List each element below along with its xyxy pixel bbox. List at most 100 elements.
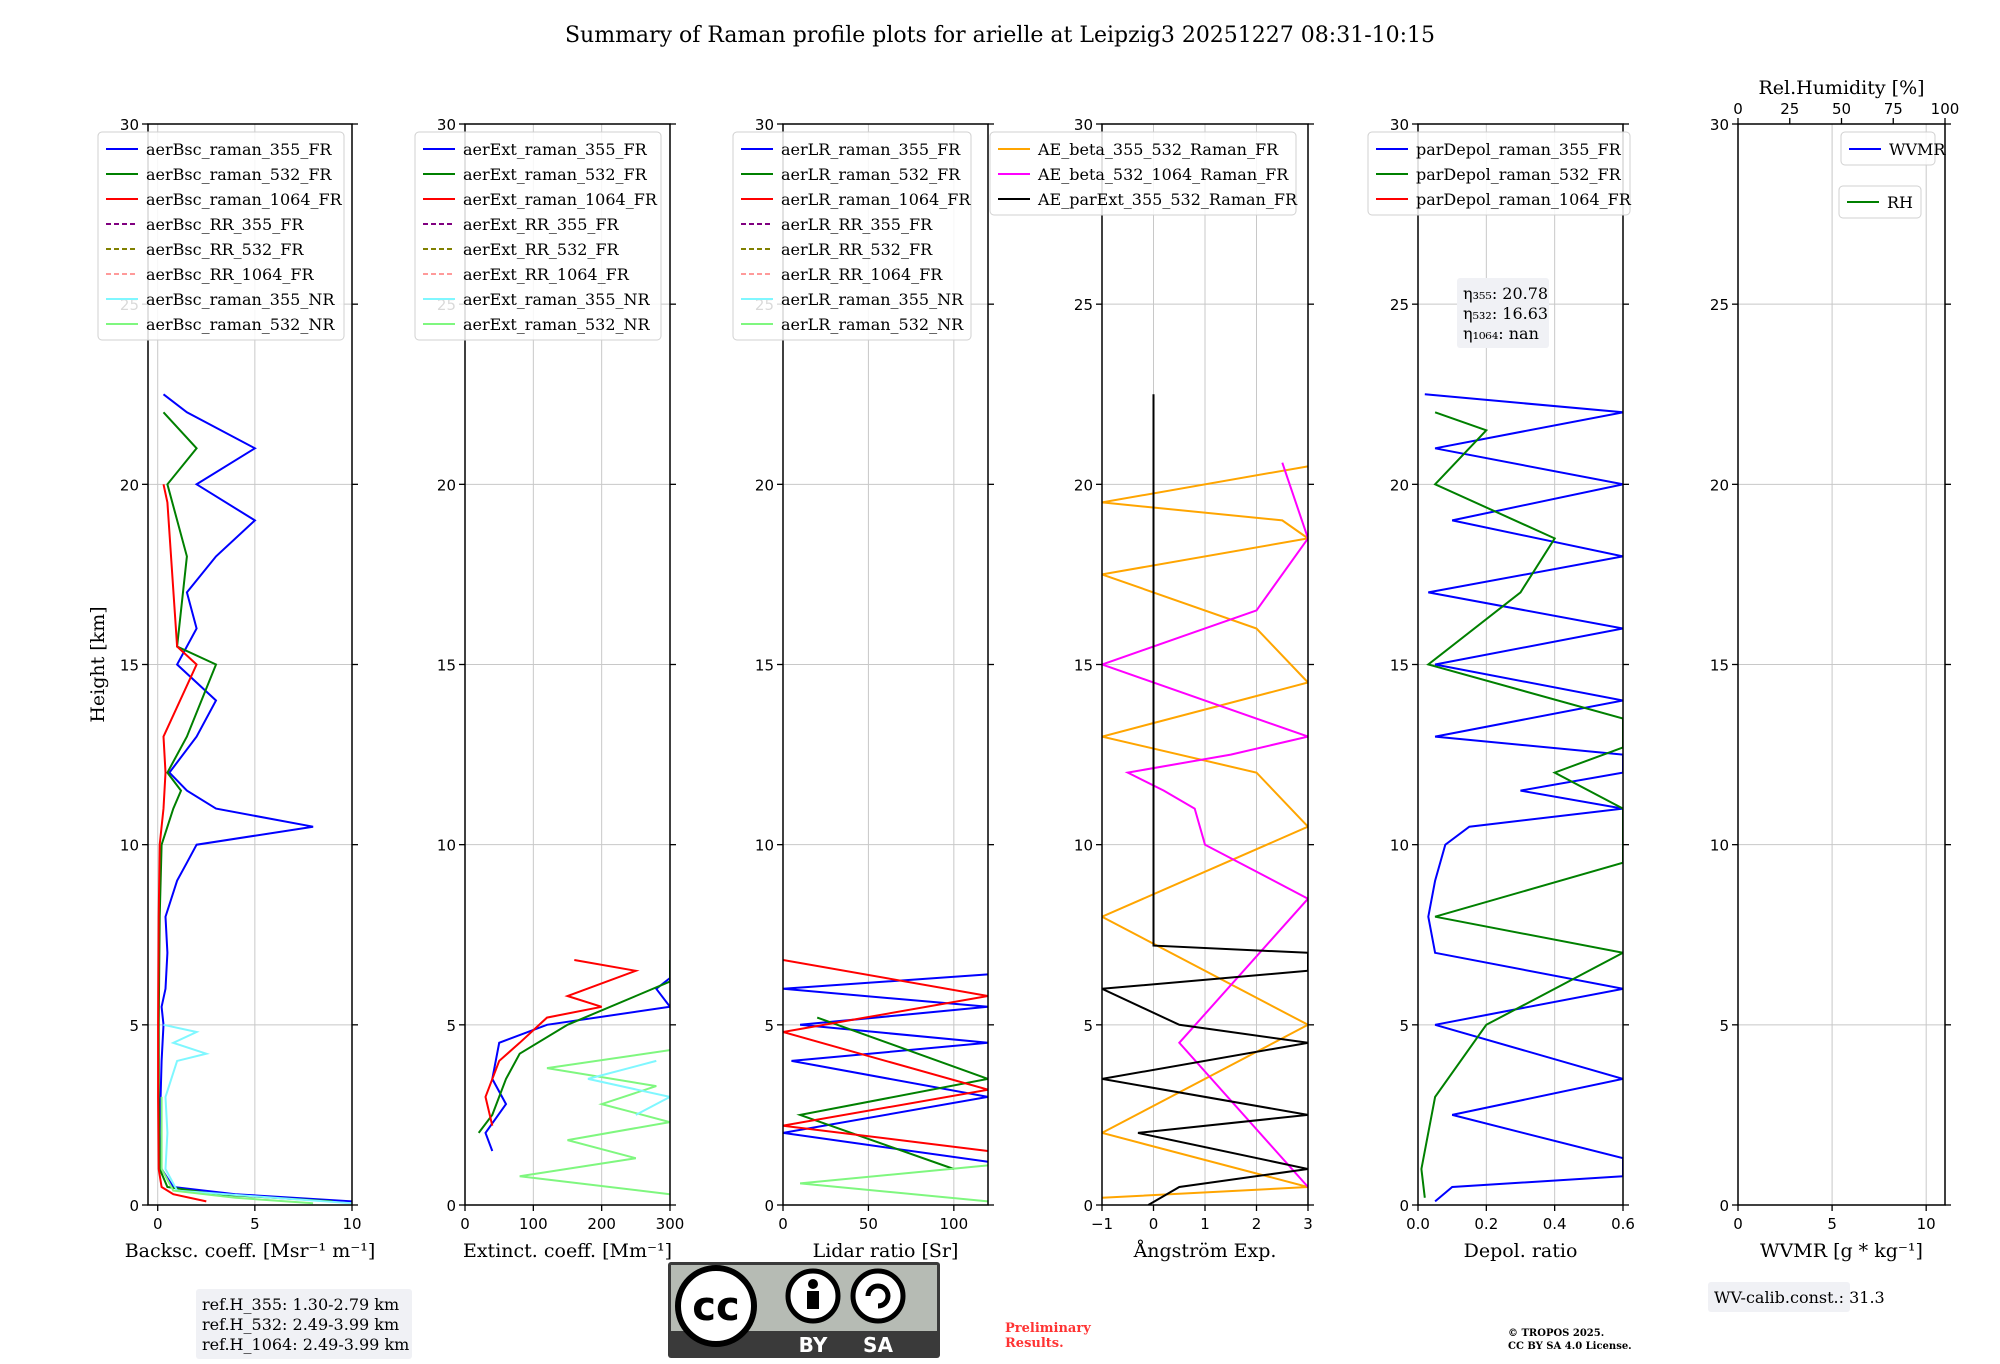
legend-label: aerExt_raman_1064_FR	[463, 190, 658, 209]
series-line-aerBsc_raman_355_FR	[158, 393, 352, 1203]
y-tick-label: 25	[1390, 296, 1409, 314]
legend-label: AE_beta_532_1064_Raman_FR	[1037, 165, 1289, 184]
by-head-icon	[808, 1279, 818, 1289]
y-tick-label: 30	[1390, 116, 1409, 134]
y-tick-label: 5	[129, 1017, 139, 1035]
series-group	[477, 959, 670, 1196]
legend-label: aerLR_raman_532_NR	[781, 315, 964, 334]
annotation-bg	[1457, 278, 1549, 348]
legend-label: aerExt_raman_532_NR	[463, 315, 651, 334]
series-line-aerLR_raman_532_FR	[796, 1016, 988, 1170]
top-x-tick-label: 75	[1884, 100, 1903, 118]
y-tick-label: 0	[129, 1197, 139, 1215]
x-axis-label: Ångström Exp.	[1133, 1240, 1277, 1262]
x-tick-label: 50	[859, 1215, 878, 1233]
x-axis-label: WVMR [g * kg⁻¹]	[1760, 1240, 1923, 1262]
y-tick-label: 0	[1083, 1197, 1093, 1215]
x-tick-label: 1	[1200, 1215, 1210, 1233]
y-tick-label: 20	[755, 476, 774, 494]
x-tick-label: 0	[778, 1215, 788, 1233]
series-line-aerExt_raman_532_NR	[519, 1049, 670, 1196]
x-tick-label: 0	[460, 1215, 470, 1233]
legend-label: aerBsc_raman_532_NR	[146, 315, 335, 334]
series-line-aerLR_raman_532_NR	[800, 1164, 988, 1203]
legend: WVMR RH	[1838, 131, 1946, 219]
y-tick-label: 10	[437, 837, 456, 855]
x-tick-label: 10	[1917, 1215, 1936, 1233]
cc-logo-text: cc	[692, 1284, 739, 1330]
series-line-parDepol_raman_355_FR	[1424, 393, 1623, 1203]
legend-label: aerBsc_RR_1064_FR	[146, 265, 315, 284]
y-tick-label: 30	[755, 116, 774, 134]
series-group	[1420, 393, 1623, 1203]
annotation-line: ref.H_1064: 2.49-3.99 km	[202, 1335, 409, 1354]
series-line-aerLR_raman_1064_FR	[783, 959, 988, 1152]
x-tick-label: 100	[519, 1215, 548, 1233]
legend-box	[1840, 131, 1936, 166]
y-tick-label: 30	[120, 116, 139, 134]
x-tick-label: 3	[1303, 1215, 1313, 1233]
legend-label: aerExt_raman_355_FR	[463, 140, 648, 159]
top-x-tick-label: 50	[1832, 100, 1851, 118]
legend: aerBsc_raman_355_FR aerBsc_raman_532_FRae…	[97, 131, 345, 341]
legend-label: aerBsc_raman_1064_FR	[146, 190, 343, 209]
annotation-box: WV-calib.const.: 31.3	[1708, 1282, 1885, 1312]
y-tick-label: 0	[1399, 1197, 1409, 1215]
annotation-line: ref.H_355: 1.30-2.79 km	[202, 1295, 399, 1314]
panels: 0510152025300510Backsc. coeff. [Msr⁻¹ m⁻…	[87, 77, 1959, 1359]
y-tick-label: 25	[1710, 296, 1729, 314]
y-tick-label: 5	[764, 1017, 774, 1035]
y-tick-label: 10	[1390, 837, 1409, 855]
panel-ext: 0510152025300100200300Extinct. coeff. [M…	[414, 116, 684, 1262]
legend-label: aerLR_raman_355_NR	[781, 290, 964, 309]
x-tick-label: 0	[153, 1215, 163, 1233]
annotation-line: η₁₀₆₄: nan	[1463, 324, 1539, 343]
legend-label: aerLR_raman_355_FR	[781, 140, 961, 159]
y-tick-label: 25	[1074, 296, 1093, 314]
x-tick-label: 10	[342, 1215, 361, 1233]
series-line-aerExt_raman_1064_FR	[484, 959, 640, 1126]
preliminary-line-2: Results.	[1005, 1336, 1064, 1351]
annotation-bg	[1708, 1282, 1850, 1312]
y-tick-label: 30	[437, 116, 456, 134]
series-line-AE_beta_355_532_Raman_FR	[1102, 465, 1308, 1199]
top-x-tick-label: 25	[1780, 100, 1799, 118]
legend: AE_beta_355_532_Raman_FR AE_beta_532_1064…	[989, 131, 1298, 216]
y-tick-label: 10	[1710, 837, 1729, 855]
series-group	[157, 393, 352, 1205]
series-line-aerBsc_raman_1064_FR	[157, 484, 207, 1203]
by-body-icon	[807, 1291, 819, 1309]
annotation-line: η₃₅₅: 20.78	[1463, 284, 1548, 303]
legend-label: AE_beta_355_532_Raman_FR	[1037, 140, 1279, 159]
series-line-aerExt_raman_355_NR	[587, 1059, 670, 1116]
series-line-aerBsc_raman_355_NR	[163, 1023, 352, 1205]
y-tick-label: 10	[120, 837, 139, 855]
legend-box	[414, 131, 662, 341]
y-tick-label: 10	[1074, 837, 1093, 855]
y-tick-label: 20	[120, 476, 139, 494]
legend-label: aerExt_RR_1064_FR	[463, 265, 630, 284]
annotation-bg	[196, 1289, 412, 1359]
legend-label: parDepol_raman_1064_FR	[1416, 190, 1632, 209]
legend-label: WVMR	[1889, 140, 1946, 159]
y-tick-label: 0	[446, 1197, 456, 1215]
y-tick-label: 15	[1390, 657, 1409, 675]
figure-title: Summary of Raman profile plots for ariel…	[565, 23, 1435, 48]
legend-label: aerExt_raman_532_FR	[463, 165, 648, 184]
panel-bsc: 0510152025300510Backsc. coeff. [Msr⁻¹ m⁻…	[87, 116, 412, 1359]
y-tick-label: 20	[1390, 476, 1409, 494]
x-tick-label: 5	[1827, 1215, 1837, 1233]
legend-label: aerLR_raman_1064_FR	[781, 190, 971, 209]
top-x-tick-label: 0	[1733, 100, 1743, 118]
legend-label: aerBsc_RR_532_FR	[146, 240, 304, 259]
x-tick-label: 5	[250, 1215, 260, 1233]
x-tick-label: 0.2	[1474, 1215, 1498, 1233]
preliminary-line-1: Preliminary	[1005, 1321, 1091, 1336]
sa-sharealike-icon	[850, 1268, 906, 1324]
x-tick-label: 2	[1252, 1215, 1262, 1233]
y-tick-label: 20	[1710, 476, 1729, 494]
